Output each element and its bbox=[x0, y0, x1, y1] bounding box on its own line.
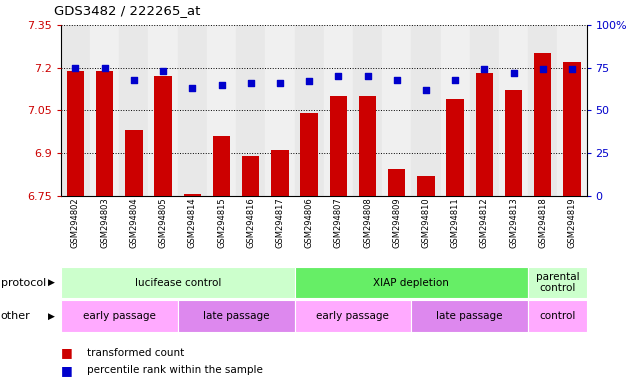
Bar bbox=[528, 25, 557, 196]
Point bbox=[392, 76, 402, 83]
Bar bbox=[470, 25, 499, 196]
Bar bbox=[90, 25, 119, 196]
Bar bbox=[61, 25, 90, 196]
Text: early passage: early passage bbox=[83, 311, 156, 321]
Bar bbox=[563, 62, 581, 384]
Text: late passage: late passage bbox=[203, 311, 269, 321]
Text: lucifease control: lucifease control bbox=[135, 278, 221, 288]
Bar bbox=[294, 300, 412, 332]
Bar bbox=[499, 25, 528, 196]
Bar bbox=[557, 25, 587, 196]
Point bbox=[333, 73, 344, 79]
Bar bbox=[178, 300, 294, 332]
Point bbox=[479, 66, 490, 73]
Bar bbox=[528, 267, 587, 298]
Bar bbox=[382, 25, 412, 196]
Bar bbox=[294, 25, 324, 196]
Text: other: other bbox=[1, 311, 30, 321]
Point bbox=[158, 68, 168, 74]
Point bbox=[275, 80, 285, 86]
Point bbox=[450, 76, 460, 83]
Bar bbox=[388, 169, 406, 384]
Bar bbox=[504, 91, 522, 384]
Point bbox=[304, 78, 314, 84]
Text: percentile rank within the sample: percentile rank within the sample bbox=[87, 365, 262, 375]
Bar bbox=[67, 71, 84, 384]
Point bbox=[129, 76, 139, 83]
Point bbox=[246, 80, 256, 86]
Point bbox=[508, 70, 519, 76]
Point bbox=[99, 65, 110, 71]
Point bbox=[71, 65, 81, 71]
Bar bbox=[213, 136, 230, 384]
Bar bbox=[242, 156, 260, 384]
Text: ▶: ▶ bbox=[47, 311, 54, 321]
Bar bbox=[125, 130, 143, 384]
Text: transformed count: transformed count bbox=[87, 348, 184, 358]
Bar bbox=[236, 25, 265, 196]
Text: late passage: late passage bbox=[437, 311, 503, 321]
Bar bbox=[324, 25, 353, 196]
Point bbox=[538, 66, 548, 73]
Text: protocol: protocol bbox=[1, 278, 46, 288]
Bar bbox=[271, 150, 288, 384]
Bar bbox=[329, 96, 347, 384]
Bar bbox=[149, 25, 178, 196]
Bar bbox=[476, 73, 493, 384]
Bar bbox=[265, 25, 294, 196]
Bar bbox=[534, 53, 551, 384]
Bar bbox=[207, 25, 236, 196]
Bar bbox=[294, 267, 528, 298]
Point bbox=[362, 73, 372, 79]
Bar bbox=[359, 96, 376, 384]
Bar bbox=[301, 113, 318, 384]
Text: XIAP depletion: XIAP depletion bbox=[373, 278, 449, 288]
Bar bbox=[412, 25, 440, 196]
Text: ▶: ▶ bbox=[47, 278, 54, 287]
Bar bbox=[528, 300, 587, 332]
Point bbox=[420, 87, 431, 93]
Bar bbox=[96, 71, 113, 384]
Text: GDS3482 / 222265_at: GDS3482 / 222265_at bbox=[54, 4, 201, 17]
Text: control: control bbox=[539, 311, 576, 321]
Bar bbox=[119, 25, 149, 196]
Bar bbox=[61, 267, 294, 298]
Bar bbox=[446, 99, 464, 384]
Point bbox=[187, 85, 197, 91]
Bar bbox=[61, 300, 178, 332]
Bar bbox=[353, 25, 382, 196]
Bar bbox=[154, 76, 172, 384]
Text: parental
control: parental control bbox=[535, 272, 579, 293]
Text: early passage: early passage bbox=[317, 311, 389, 321]
Bar bbox=[417, 176, 435, 384]
Bar bbox=[178, 25, 207, 196]
Point bbox=[217, 82, 227, 88]
Point bbox=[567, 66, 577, 73]
Bar bbox=[440, 25, 470, 196]
Bar bbox=[183, 194, 201, 384]
Bar bbox=[412, 300, 528, 332]
Text: ■: ■ bbox=[61, 364, 72, 377]
Text: ■: ■ bbox=[61, 346, 72, 359]
